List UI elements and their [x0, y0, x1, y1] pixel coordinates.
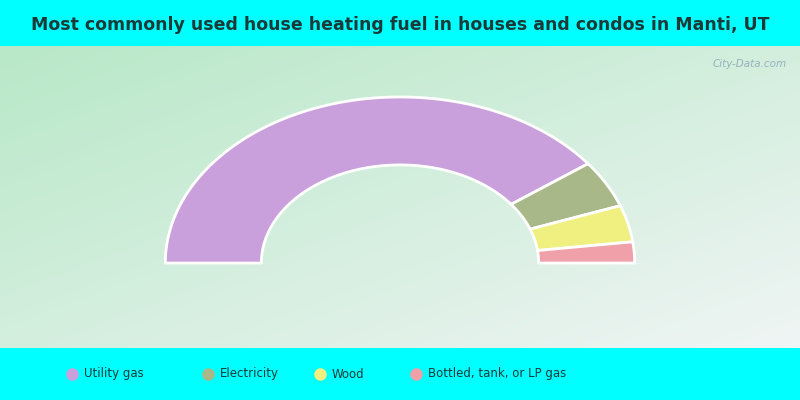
- Text: Wood: Wood: [332, 368, 365, 380]
- Polygon shape: [511, 164, 620, 229]
- Polygon shape: [530, 206, 633, 250]
- Text: Bottled, tank, or LP gas: Bottled, tank, or LP gas: [428, 368, 566, 380]
- Text: Utility gas: Utility gas: [84, 368, 144, 380]
- Text: Electricity: Electricity: [220, 368, 279, 380]
- Polygon shape: [166, 97, 588, 263]
- Text: Most commonly used house heating fuel in houses and condos in Manti, UT: Most commonly used house heating fuel in…: [30, 16, 770, 34]
- Polygon shape: [538, 242, 634, 263]
- Text: City-Data.com: City-Data.com: [713, 59, 786, 69]
